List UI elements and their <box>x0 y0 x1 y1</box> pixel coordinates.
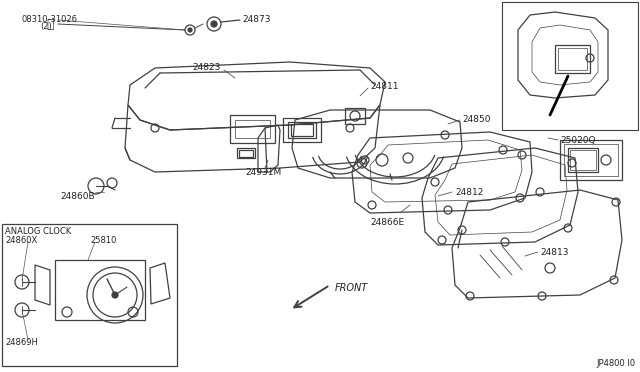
Text: ANALOG CLOCK: ANALOG CLOCK <box>5 227 71 236</box>
Bar <box>558 48 587 70</box>
Text: (2): (2) <box>40 22 52 31</box>
Bar <box>239 150 253 157</box>
Bar <box>560 140 622 180</box>
Text: 24860B: 24860B <box>60 192 95 201</box>
Text: 08310-31026: 08310-31026 <box>22 15 78 24</box>
Bar <box>345 108 365 124</box>
Text: Ⓢ: Ⓢ <box>46 18 54 31</box>
Circle shape <box>112 292 118 298</box>
Text: 25020Q: 25020Q <box>560 136 595 145</box>
Bar <box>564 144 618 176</box>
Bar <box>570 150 596 170</box>
Bar <box>283 118 321 142</box>
Text: 24812: 24812 <box>455 188 483 197</box>
Text: 24811: 24811 <box>370 82 399 91</box>
Bar <box>568 148 598 172</box>
Circle shape <box>211 21 217 27</box>
Text: 25810: 25810 <box>90 236 116 245</box>
Bar <box>291 124 313 136</box>
Bar <box>288 122 316 138</box>
Text: 24869H: 24869H <box>5 338 38 347</box>
Bar <box>2 224 177 366</box>
Text: 24931M: 24931M <box>245 168 281 177</box>
Text: 24873: 24873 <box>242 15 271 24</box>
Text: 24850: 24850 <box>462 115 490 124</box>
Bar <box>237 148 255 158</box>
Text: 24823: 24823 <box>192 63 220 72</box>
Text: FRONT: FRONT <box>335 283 368 293</box>
Bar <box>235 120 270 138</box>
Text: 24860X: 24860X <box>5 236 37 245</box>
Text: 24813: 24813 <box>540 248 568 257</box>
Text: 24866E: 24866E <box>370 218 404 227</box>
Bar <box>230 115 275 143</box>
Circle shape <box>188 28 192 32</box>
Text: JP4800 I0: JP4800 I0 <box>596 359 635 368</box>
Bar <box>555 45 590 73</box>
